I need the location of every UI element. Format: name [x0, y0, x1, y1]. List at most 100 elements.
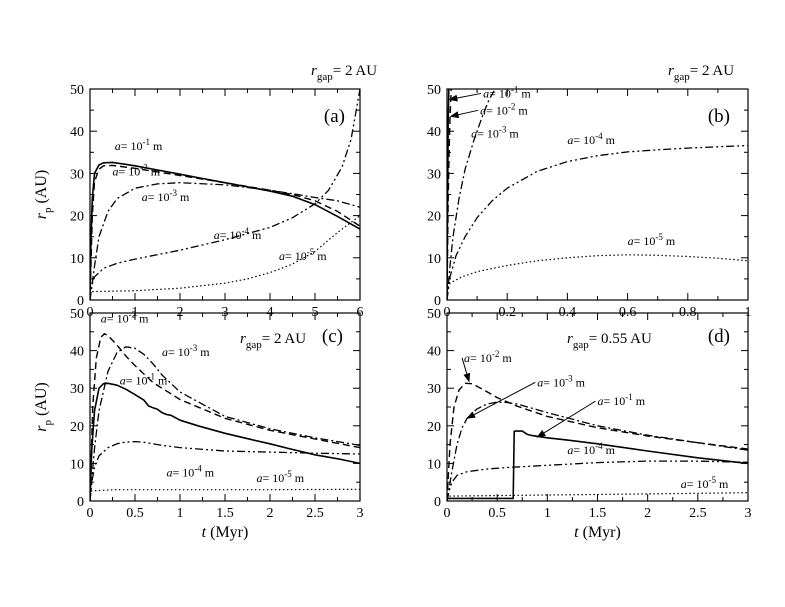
series-annotation: a= 10-3 m — [162, 343, 210, 359]
y-tick-label: 20 — [70, 420, 84, 435]
y-tick-label: 10 — [427, 457, 441, 472]
y-tick-label: 40 — [427, 345, 441, 360]
series-line-dashed — [90, 333, 360, 501]
series-line-dashed — [447, 382, 748, 501]
x-tick-label: 1.5 — [589, 506, 607, 521]
y-tick-label: 30 — [427, 167, 441, 182]
rgap-label: rgap= 2 AU — [240, 331, 306, 351]
series-line-dashdotdot — [90, 89, 360, 300]
series-line-solid — [447, 89, 450, 300]
series-annotation: a= 10-2 m — [101, 309, 149, 325]
series-line-dashdotdot — [90, 440, 360, 501]
series-group — [447, 382, 748, 501]
annotation-arrow — [461, 357, 471, 383]
series-annotation: a= 10-1 m — [598, 392, 646, 408]
y-tick-label: 40 — [70, 345, 84, 360]
series-annotation: a= 10-2 m — [480, 101, 528, 117]
series-line-dotted — [90, 488, 360, 496]
y-tick-label: 30 — [70, 167, 84, 182]
y-tick-label: 50 — [427, 83, 441, 98]
x-tick-label: 1.5 — [216, 506, 234, 521]
series-line-dashdot — [90, 182, 360, 300]
y-tick-label: 0 — [434, 294, 441, 309]
y-tick-label: 10 — [427, 252, 441, 267]
panel-label: (c) — [322, 326, 343, 347]
y-tick-label: 40 — [427, 125, 441, 140]
series-line-solid — [90, 382, 360, 501]
y-tick-label: 10 — [70, 457, 84, 472]
x-tick-label: 0.5 — [126, 506, 144, 521]
x-axis-label: t (Myr) — [202, 524, 249, 541]
x-tick-label: 0 — [444, 506, 451, 521]
series-line-dashdot — [447, 401, 748, 501]
y-tick-label: 30 — [427, 382, 441, 397]
y-tick-label: 20 — [427, 210, 441, 225]
x-tick-label: 2 — [267, 506, 274, 521]
series-annotation: a= 10-4 m — [167, 464, 215, 480]
series-annotation: a= 10-3 m — [537, 373, 585, 389]
series-line-dotted — [90, 215, 360, 296]
series-group — [447, 89, 748, 300]
series-line-dashdotdot — [447, 144, 748, 300]
rgap-label: rgap= 2 AU — [668, 63, 734, 83]
annotation-arrow — [536, 400, 596, 438]
rgap-label: rgap= 0.55 AU — [567, 331, 652, 351]
y-axis-label: rp (AU) — [33, 382, 54, 432]
x-axis-label: t (Myr) — [574, 524, 621, 541]
y-tick-label: 50 — [70, 307, 84, 322]
x-tick-label: 1 — [177, 506, 184, 521]
x-tick-label: 2 — [644, 506, 651, 521]
series-annotation: a= 10-5 m — [257, 469, 305, 485]
panel-label: (b) — [708, 106, 730, 127]
series-annotation: a= 10-1 m — [483, 84, 531, 100]
x-tick-label: 2.5 — [689, 506, 707, 521]
series-annotation: a= 10-5 m — [681, 475, 729, 491]
series-annotation: a= 10-5 m — [628, 232, 676, 248]
series-annotation: a= 10-2 m — [464, 349, 512, 365]
series-annotation: a= 10-3 m — [142, 188, 190, 204]
plot-frame — [446, 88, 749, 301]
series-annotation: a= 10-4 m — [567, 131, 615, 147]
series-line-dashed — [90, 164, 360, 300]
series-annotation: a= 10-3 m — [471, 125, 519, 141]
rgap-label: rgap= 2 AU — [311, 63, 377, 83]
panel-label: (d) — [708, 326, 730, 347]
series-line-solid — [447, 430, 748, 500]
series-line-dotted — [447, 254, 748, 292]
x-tick-label: 3 — [357, 506, 364, 521]
y-tick-label: 30 — [70, 382, 84, 397]
y-tick-label: 50 — [427, 307, 441, 322]
panel-a: 012345601020304050a= 10-1 ma= 10-2 ma= 1… — [33, 63, 377, 320]
panel-label: (a) — [324, 106, 345, 127]
series-annotation: a= 10-1 m — [120, 371, 168, 387]
x-tick-label: 0 — [87, 506, 94, 521]
y-tick-label: 0 — [77, 294, 84, 309]
plot-frame — [89, 312, 361, 502]
series-annotation: a= 10-4 m — [567, 441, 615, 457]
y-tick-label: 40 — [70, 125, 84, 140]
series-line-solid — [90, 161, 360, 300]
series-line-dashdot — [447, 89, 496, 300]
chart-panels: 012345601020304050a= 10-1 ma= 10-2 ma= 1… — [33, 63, 752, 541]
y-tick-label: 0 — [434, 495, 441, 510]
series-annotation: a= 10-5 m — [279, 247, 327, 263]
series-group — [90, 89, 360, 300]
annotation-arrow — [449, 109, 479, 119]
series-line-dashdotdot — [447, 460, 748, 501]
annotation-arrow — [466, 381, 536, 419]
series-line-dashed — [447, 89, 452, 300]
plot-frame — [89, 88, 361, 301]
y-tick-label: 10 — [70, 252, 84, 267]
panel-b: 00.20.40.60.8101020304050a= 10-1 ma= 10-… — [427, 63, 752, 320]
series-line-dashdot — [90, 346, 360, 501]
series-annotation: a= 10-1 m — [115, 137, 163, 153]
y-axis-label: rp (AU) — [33, 170, 54, 220]
series-annotation: a= 10-4 m — [214, 226, 262, 242]
series-annotation: a= 10-2 m — [113, 163, 161, 179]
y-tick-label: 50 — [70, 83, 84, 98]
x-tick-label: 2.5 — [306, 506, 324, 521]
y-tick-label: 0 — [77, 495, 84, 510]
